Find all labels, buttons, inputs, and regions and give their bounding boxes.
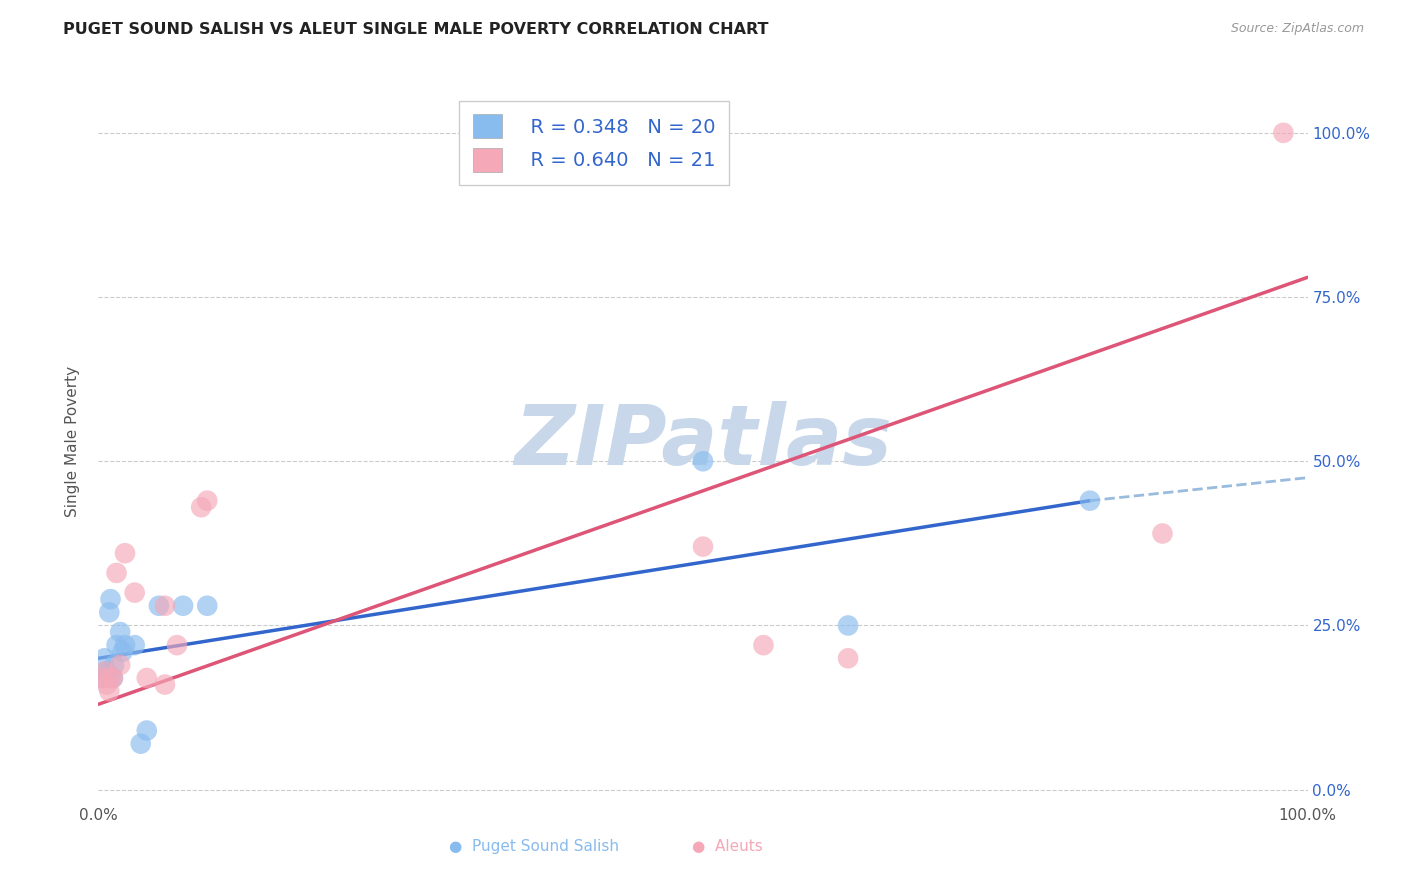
Point — [98, 684, 121, 698]
Text: ●  Aleuts: ● Aleuts — [692, 838, 762, 854]
Point — [129, 737, 152, 751]
Point — [114, 546, 136, 560]
Point — [98, 605, 121, 619]
Point — [837, 651, 859, 665]
Point — [101, 671, 124, 685]
Point — [752, 638, 775, 652]
Point — [108, 657, 131, 672]
Point — [96, 677, 118, 691]
Legend:   R = 0.348   N = 20,   R = 0.640   N = 21: R = 0.348 N = 20, R = 0.640 N = 21 — [460, 101, 728, 186]
Point — [111, 645, 134, 659]
Point — [1272, 126, 1295, 140]
Point — [105, 566, 128, 580]
Point — [124, 638, 146, 652]
Point — [124, 585, 146, 599]
Point — [103, 657, 125, 672]
Point — [1152, 526, 1174, 541]
Point — [692, 540, 714, 554]
Point — [91, 671, 114, 685]
Point — [153, 677, 176, 691]
Point — [837, 618, 859, 632]
Text: ZIPatlas: ZIPatlas — [515, 401, 891, 482]
Text: Source: ZipAtlas.com: Source: ZipAtlas.com — [1230, 22, 1364, 36]
Point — [100, 592, 122, 607]
Point — [96, 665, 118, 679]
Point — [135, 671, 157, 685]
Point — [114, 638, 136, 652]
Point — [93, 665, 115, 679]
Point — [1078, 493, 1101, 508]
Point — [91, 671, 114, 685]
Point — [101, 671, 124, 685]
Point — [195, 599, 218, 613]
Point — [190, 500, 212, 515]
Point — [153, 599, 176, 613]
Point — [166, 638, 188, 652]
Point — [100, 671, 122, 685]
Point — [195, 493, 218, 508]
Point — [93, 651, 115, 665]
Point — [172, 599, 194, 613]
Point — [105, 638, 128, 652]
Point — [135, 723, 157, 738]
Point — [108, 625, 131, 640]
Point — [692, 454, 714, 468]
Text: ●  Puget Sound Salish: ● Puget Sound Salish — [449, 838, 619, 854]
Y-axis label: Single Male Poverty: Single Male Poverty — [65, 366, 80, 517]
Text: PUGET SOUND SALISH VS ALEUT SINGLE MALE POVERTY CORRELATION CHART: PUGET SOUND SALISH VS ALEUT SINGLE MALE … — [63, 22, 769, 37]
Point — [148, 599, 170, 613]
